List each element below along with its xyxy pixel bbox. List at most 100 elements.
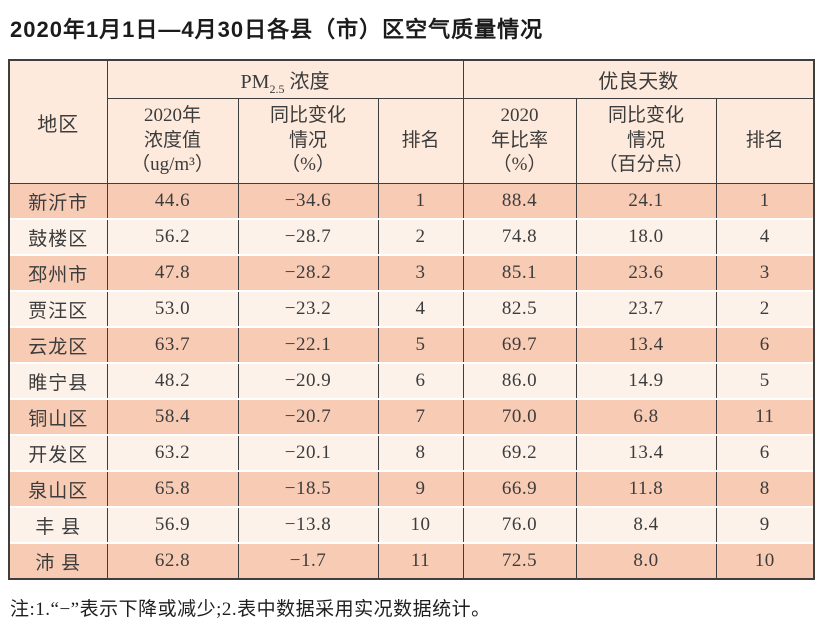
good-change-cell: 8.4 [575,507,717,544]
table-row: 新沂市 44.6 −34.6 1 88.4 24.1 1 [10,183,814,220]
pm25-value-cell: 56.2 [106,219,239,256]
good-rank-cell: 9 [715,507,814,544]
header-sub-row: 2020年 浓度值 （ug/m³） 同比变化 情况 （%） 排名 2020 年比… [10,98,814,184]
pm25-value-cell: 62.8 [106,543,239,578]
pm25-change-cell: −34.6 [237,183,379,220]
pm25-rank-cell: 5 [377,327,464,364]
header-good-rank: 排名 [715,98,814,184]
pm25-change-cell: −28.7 [237,219,379,256]
good-ratio-cell: 88.4 [462,183,577,220]
table-row: 开发区 63.2 −20.1 8 69.2 13.4 6 [10,435,814,472]
pm25-rank-cell: 9 [377,471,464,508]
footnote: 注:1.“−”表示下降或减少;2.表中数据采用实况数据统计。 [10,599,491,620]
good-rank-cell: 6 [715,435,814,472]
region-cell: 沛 县 [10,543,108,578]
pm25-value-cell: 56.9 [106,507,239,544]
table-header: 地区 PM2.5 浓度 优良天数 2020年 浓度值 （ug/m³） 同比变化 … [10,61,814,184]
region-cell: 开发区 [10,435,108,472]
good-ratio-cell: 86.0 [462,363,577,400]
table-row: 云龙区 63.7 −22.1 5 69.7 13.4 6 [10,327,814,364]
good-ratio-cell: 66.9 [462,471,577,508]
pm25-label-prefix: PM [240,71,270,93]
header-pm25-value: 2020年 浓度值 （ug/m³） [107,98,239,184]
pm25-change-cell: −20.9 [237,363,379,400]
good-change-cell: 13.4 [575,327,717,364]
pm25-label-subscript: 2.5 [269,82,285,96]
region-cell: 睢宁县 [10,363,108,400]
region-cell: 云龙区 [10,327,108,364]
pm25-value-cell: 47.8 [106,255,239,292]
good-rank-cell: 11 [715,399,814,436]
pm25-rank-cell: 10 [377,507,464,544]
pm25-rank-cell: 7 [377,399,464,436]
pm25-rank-cell: 2 [377,219,464,256]
good-rank-cell: 8 [715,471,814,508]
pm25-value-cell: 48.2 [106,363,239,400]
good-change-cell: 8.0 [575,543,717,578]
pm25-value-cell: 63.2 [106,435,239,472]
region-cell: 丰 县 [10,507,108,544]
pm25-rank-cell: 11 [377,543,464,578]
region-cell: 铜山区 [10,399,108,436]
header-good-ratio: 2020 年比率 （%） [462,98,577,184]
pm25-change-cell: −20.1 [237,435,379,472]
pm25-change-cell: −20.7 [237,399,379,436]
header-good-days-group: 优良天数 [462,61,814,99]
region-cell: 泉山区 [10,471,108,508]
table-row: 贾汪区 53.0 −23.2 4 82.5 23.7 2 [10,291,814,328]
air-quality-table: 地区 PM2.5 浓度 优良天数 2020年 浓度值 （ug/m³） 同比变化 … [8,59,815,580]
header-group-row: 地区 PM2.5 浓度 优良天数 [10,61,814,184]
good-ratio-cell: 82.5 [462,291,577,328]
table-row: 铜山区 58.4 −20.7 7 70.0 6.8 11 [10,399,814,436]
header-pm25-change: 同比变化 情况 （%） [237,98,379,184]
header-pm25-rank: 排名 [377,98,464,184]
good-change-cell: 13.4 [575,435,717,472]
good-change-cell: 18.0 [575,219,717,256]
pm25-label-suffix: 浓度 [284,71,330,93]
region-cell: 贾汪区 [10,291,108,328]
pm25-value-cell: 53.0 [106,291,239,328]
good-rank-cell: 10 [715,543,814,578]
region-cell: 新沂市 [10,183,108,220]
good-ratio-cell: 69.7 [462,327,577,364]
good-ratio-cell: 85.1 [462,255,577,292]
good-ratio-cell: 74.8 [462,219,577,256]
good-change-cell: 11.8 [575,471,717,508]
pm25-rank-cell: 6 [377,363,464,400]
header-region: 地区 [10,61,108,184]
pm25-change-cell: −13.8 [237,507,379,544]
data-table: 地区 PM2.5 浓度 优良天数 2020年 浓度值 （ug/m³） 同比变化 … [10,61,814,578]
good-change-cell: 23.7 [575,291,717,328]
pm25-value-cell: 58.4 [106,399,239,436]
pm25-rank-cell: 1 [377,183,464,220]
pm25-change-cell: −22.1 [237,327,379,364]
pm25-value-cell: 44.6 [106,183,239,220]
pm25-change-cell: −1.7 [237,543,379,578]
table-row: 鼓楼区 56.2 −28.7 2 74.8 18.0 4 [10,219,814,256]
region-cell: 鼓楼区 [10,219,108,256]
good-rank-cell: 6 [715,327,814,364]
good-rank-cell: 4 [715,219,814,256]
pm25-value-cell: 63.7 [106,327,239,364]
good-change-cell: 6.8 [575,399,717,436]
pm25-rank-cell: 8 [377,435,464,472]
table-row: 睢宁县 48.2 −20.9 6 86.0 14.9 5 [10,363,814,400]
good-rank-cell: 2 [715,291,814,328]
good-rank-cell: 3 [715,255,814,292]
table-row: 沛 县 62.8 −1.7 11 72.5 8.0 10 [10,543,814,578]
pm25-rank-cell: 4 [377,291,464,328]
pm25-value-cell: 65.8 [106,471,239,508]
good-rank-cell: 1 [715,183,814,220]
pm25-change-cell: −18.5 [237,471,379,508]
table-row: 丰 县 56.9 −13.8 10 76.0 8.4 9 [10,507,814,544]
good-change-cell: 14.9 [575,363,717,400]
region-cell: 邳州市 [10,255,108,292]
good-ratio-cell: 72.5 [462,543,577,578]
page-title: 2020年1月1日—4月30日各县（市）区空气质量情况 [10,17,544,42]
pm25-rank-cell: 3 [377,255,464,292]
good-ratio-cell: 69.2 [462,435,577,472]
good-ratio-cell: 76.0 [462,507,577,544]
good-change-cell: 24.1 [575,183,717,220]
table-row: 邳州市 47.8 −28.2 3 85.1 23.6 3 [10,255,814,292]
